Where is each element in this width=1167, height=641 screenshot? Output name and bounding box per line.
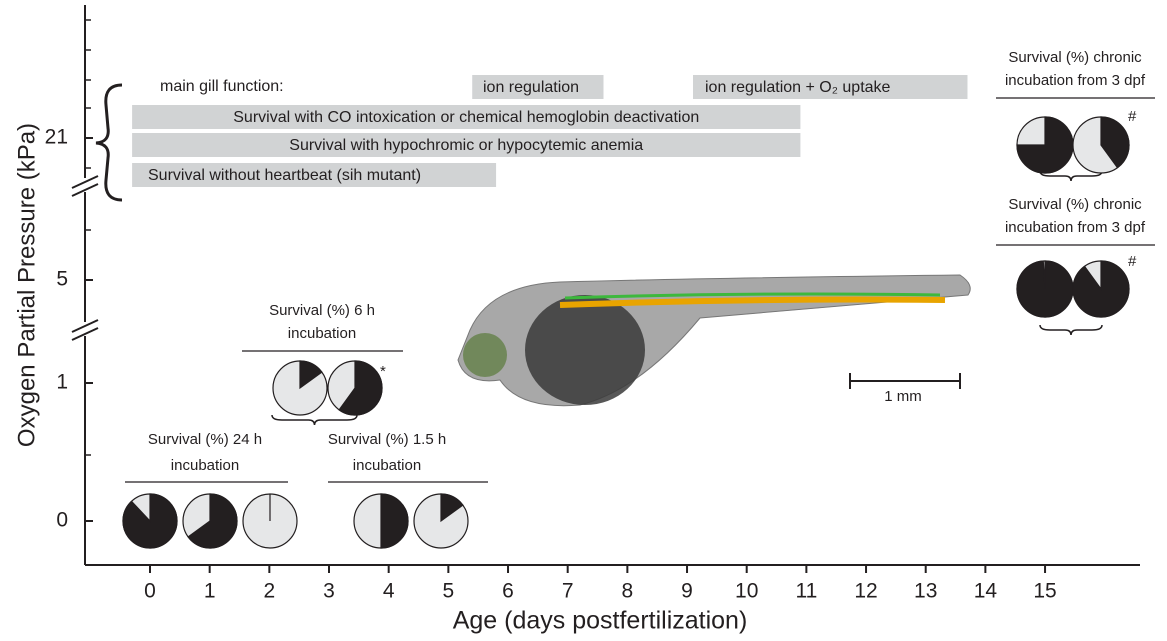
- group-title: Survival (%) 6 h: [269, 302, 375, 319]
- x-tick-label: 15: [1033, 580, 1056, 603]
- note: #: [1128, 253, 1137, 270]
- group-title: incubation from 3 dpf: [1005, 72, 1146, 89]
- group-title: Survival (%) 1.5 h: [328, 431, 446, 448]
- pie-slice: [1072, 260, 1130, 318]
- bar: [472, 75, 604, 99]
- group-title: Survival (%) chronic: [1008, 49, 1142, 66]
- note: *: [380, 363, 386, 380]
- pie-slice: [1016, 260, 1074, 318]
- bar: [132, 105, 801, 129]
- group-title: incubation: [353, 457, 421, 474]
- pie-slice: [1100, 116, 1130, 169]
- x-tick-label: 3: [323, 580, 335, 603]
- group-brace: [271, 414, 358, 426]
- group-brace: [1039, 170, 1103, 182]
- gill-label: main gill function:: [160, 78, 284, 95]
- pie-slice: [1016, 116, 1074, 174]
- bar: [692, 75, 968, 99]
- x-tick-label: 6: [502, 580, 514, 603]
- x-tick-label: 13: [914, 580, 937, 603]
- group-title: incubation: [288, 325, 356, 342]
- x-tick-label: 9: [681, 580, 693, 603]
- x-tick-label: 5: [443, 580, 455, 603]
- pie-slice: [122, 493, 178, 549]
- x-tick-label: 4: [383, 580, 395, 603]
- pie-slice: [299, 360, 323, 390]
- x-tick-label: 12: [854, 580, 877, 603]
- pie-slice: [187, 493, 238, 549]
- x-tick-label: 1: [204, 580, 216, 603]
- group-brace: [1039, 324, 1103, 336]
- y-tick-label: 0: [56, 509, 68, 532]
- bar: [132, 163, 497, 187]
- pie-slice: [338, 360, 383, 416]
- bar-label: Survival with hypochromic or hypocytemic…: [289, 137, 643, 154]
- y-tick-label: 21: [45, 126, 68, 149]
- zebrafish-image: [457, 274, 971, 407]
- scale-bar-label: 1 mm: [884, 388, 922, 405]
- bar: [132, 133, 801, 157]
- group-title: Survival (%) chronic: [1008, 196, 1142, 213]
- axis-breaks: [71, 175, 99, 341]
- bar-label: ion regulation: [483, 79, 579, 96]
- y-tick-label: 5: [56, 268, 68, 291]
- pie-slice: [380, 493, 409, 549]
- x-tick-label: 14: [974, 580, 998, 603]
- x-axis-label: Age (days postfertilization): [453, 607, 748, 635]
- x-tick-label: 7: [562, 580, 574, 603]
- bar-label: Survival without heartbeat (sih mutant): [148, 167, 421, 184]
- x-tick-label: 8: [622, 580, 634, 603]
- note: #: [1128, 108, 1137, 125]
- bar-label: Survival with CO intoxication or chemica…: [233, 109, 699, 126]
- pie-slice: [440, 493, 464, 523]
- group-title: incubation from 3 dpf: [1005, 219, 1146, 236]
- x-tick-label: 10: [735, 580, 758, 603]
- x-tick-label: 11: [795, 580, 817, 603]
- bar-label: ion regulation + O₂ uptake: [705, 79, 891, 96]
- x-tick-label: 2: [263, 580, 275, 603]
- y-tick-label: 1: [56, 371, 68, 394]
- group-title: incubation: [171, 457, 239, 474]
- y-axis-label: Oxygen Partial Pressure (kPa): [13, 123, 40, 447]
- x-tick-label: 0: [144, 580, 156, 603]
- brace: [95, 83, 123, 202]
- group-title: Survival (%) 24 h: [148, 431, 262, 448]
